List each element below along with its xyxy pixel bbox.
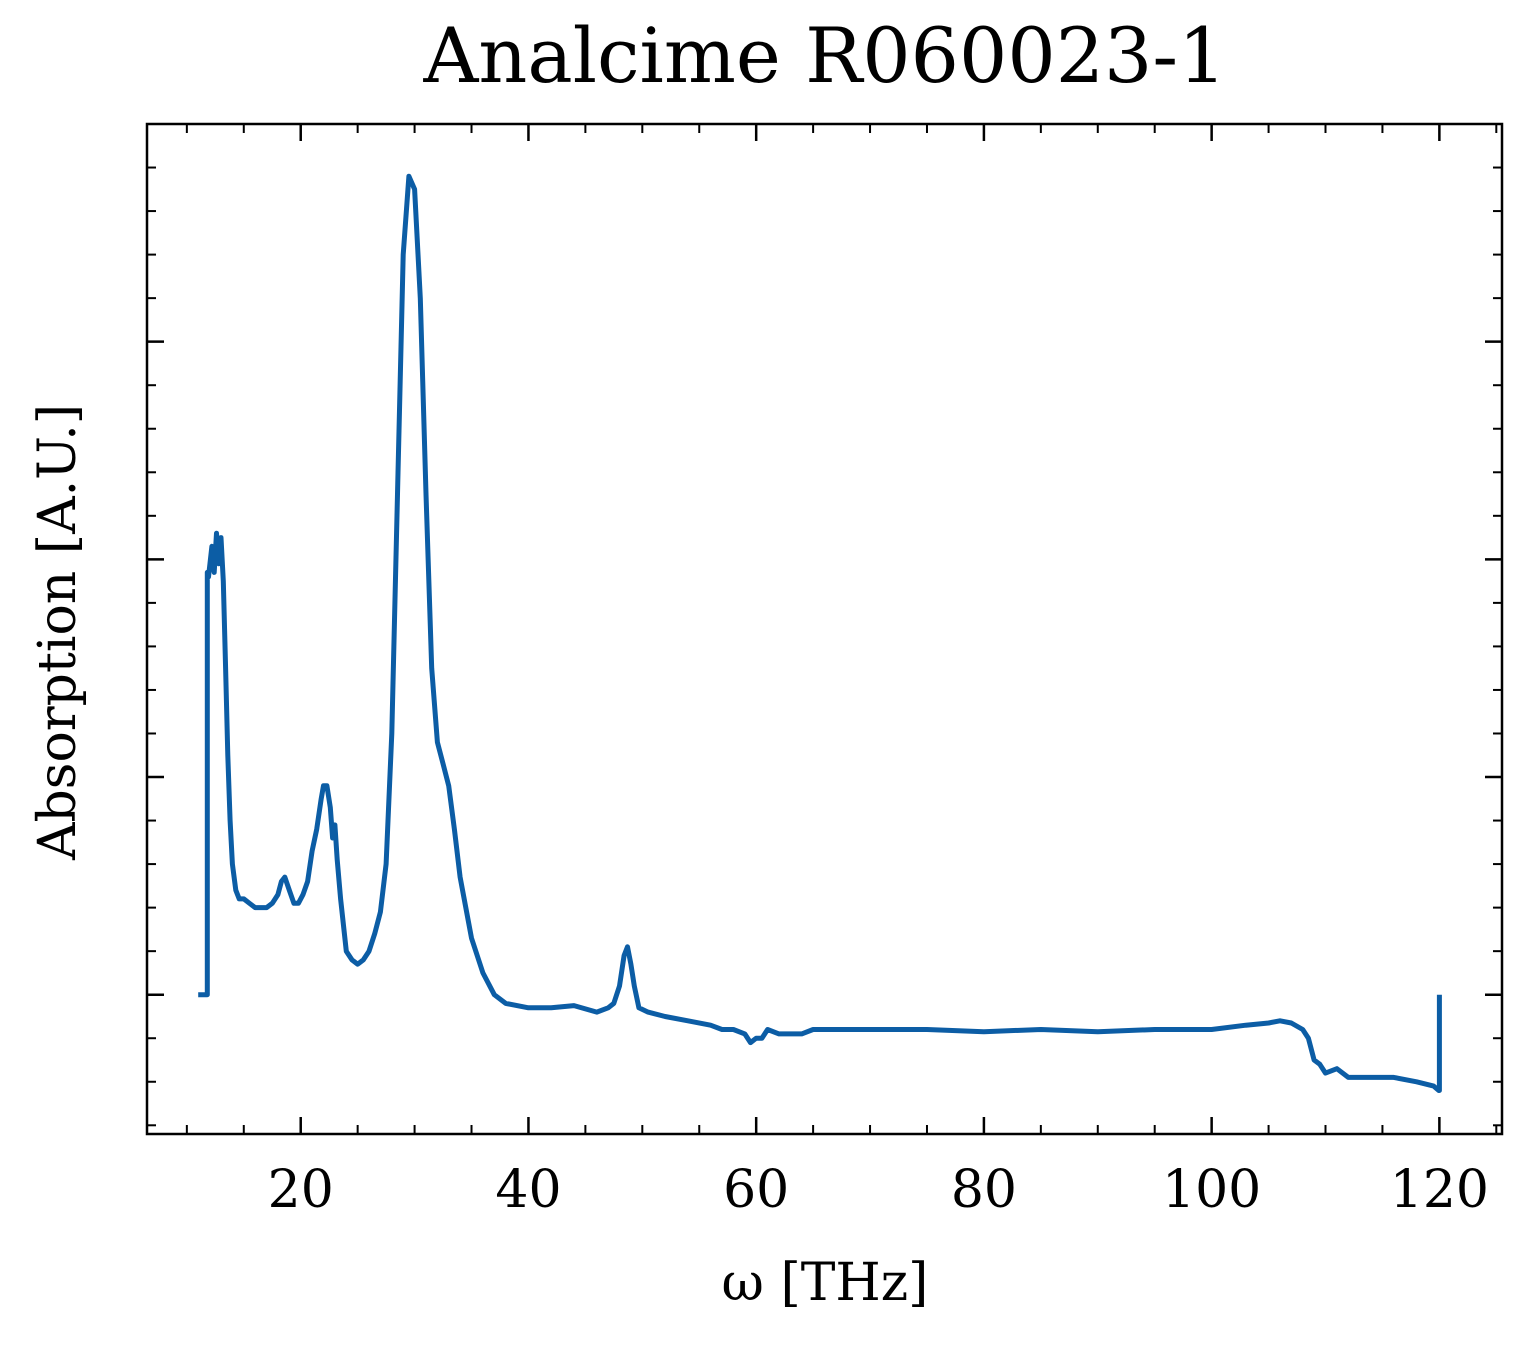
x-tick-label: 100 xyxy=(1162,1160,1261,1220)
plot-area: 20 40 60 80 100 120 xyxy=(145,122,1504,1220)
y-axis-label: Absorption [A.U.] xyxy=(28,404,88,861)
x-tick-label: 80 xyxy=(951,1160,1017,1220)
x-tick-label: 20 xyxy=(268,1160,334,1220)
plot-frame xyxy=(145,122,1504,1136)
chart-title: Analcime R060023-1 xyxy=(423,11,1227,100)
x-axis-label: ω [THz] xyxy=(722,1253,929,1313)
x-tick-label: 120 xyxy=(1390,1160,1489,1220)
x-tick-label: 40 xyxy=(495,1160,561,1220)
x-tick-label: 60 xyxy=(723,1160,789,1220)
absorption-series-line xyxy=(198,173,1442,1093)
